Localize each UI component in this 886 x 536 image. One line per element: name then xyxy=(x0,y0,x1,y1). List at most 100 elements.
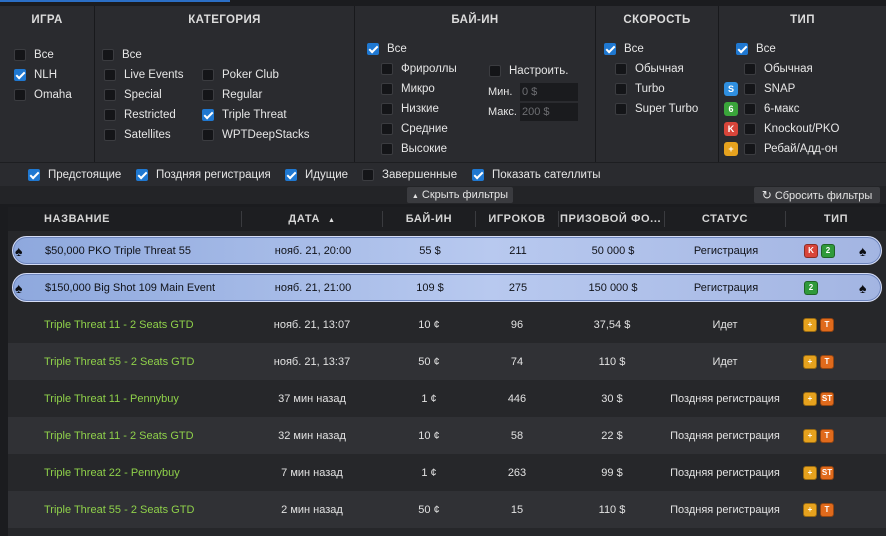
col-header-date[interactable]: ДАТА ▲ xyxy=(242,207,382,231)
checkbox-speed-обычная[interactable]: Обычная xyxy=(615,61,684,77)
checkbox-buyin-средние[interactable]: Средние xyxy=(381,121,448,137)
checked-box-icon[interactable] xyxy=(367,43,379,55)
unchecked-box-icon[interactable] xyxy=(202,129,214,141)
checkbox-buyin-custom[interactable]: Настроить. xyxy=(489,63,568,79)
checkbox-category-special[interactable]: Special xyxy=(104,87,162,103)
checked-box-icon[interactable] xyxy=(14,69,26,81)
table-row[interactable]: Triple Threat 11 - Pennybuy 37 мин назад 1… xyxy=(8,380,886,417)
unchecked-box-icon[interactable] xyxy=(489,65,501,77)
buyin-max-label: Макс. xyxy=(488,106,517,118)
checkbox-category-regular[interactable]: Regular xyxy=(202,87,262,103)
unchecked-box-icon[interactable] xyxy=(381,83,393,95)
checkbox-status-завершенные[interactable]: Завершенные xyxy=(362,167,457,183)
unchecked-box-icon[interactable] xyxy=(744,143,756,155)
checkbox-status-показать-сателлиты[interactable]: Показать сателлиты xyxy=(472,167,601,183)
reset-filters-button[interactable]: ↻ Сбросить фильтры xyxy=(754,187,880,203)
checkbox-label-speed-super-turbo: Super Turbo xyxy=(635,103,699,115)
buyin-max-input[interactable]: 200 $ xyxy=(520,103,578,121)
unchecked-box-icon[interactable] xyxy=(104,109,116,121)
unchecked-box-icon[interactable] xyxy=(14,89,26,101)
unchecked-box-icon[interactable] xyxy=(615,103,627,115)
table-row[interactable]: Triple Threat 55 - 2 Seats GTD нояб. 21, … xyxy=(8,343,886,380)
checkbox-game-все[interactable]: Все xyxy=(14,47,54,63)
hide-filters-button[interactable]: ▲ Скрыть фильтры xyxy=(407,187,513,203)
unchecked-box-icon[interactable] xyxy=(362,169,374,181)
table-row[interactable]: Triple Threat 22 - Pennybuy 7 мин назад 1 … xyxy=(8,454,886,491)
cell-buyin: 10 ¢ xyxy=(418,318,440,331)
checkbox-category-restricted[interactable]: Restricted xyxy=(104,107,176,123)
unchecked-box-icon[interactable] xyxy=(381,123,393,135)
column-divider xyxy=(475,211,476,227)
cell-players: 275 xyxy=(508,281,528,294)
checkbox-type-ребай-адд-он[interactable]: Ребай/Адд-он xyxy=(744,141,837,157)
buyin-min-input[interactable]: 0 $ xyxy=(520,83,578,101)
unchecked-box-icon[interactable] xyxy=(104,129,116,141)
checkbox-category-triple-threat[interactable]: Triple Threat xyxy=(202,107,287,123)
col-header-status[interactable]: СТАТУС xyxy=(701,213,749,225)
unchecked-box-icon[interactable] xyxy=(381,103,393,115)
featured-table-row[interactable]: ♠ ♠ $50,000 PKO Triple Threat 55 нояб. 21, … xyxy=(12,236,882,265)
checkbox-speed-super-turbo[interactable]: Super Turbo xyxy=(615,101,698,117)
checkbox-game-omaha[interactable]: Omaha xyxy=(14,87,72,103)
checkbox-status-идущие[interactable]: Идущие xyxy=(285,167,348,183)
checkbox-speed-все[interactable]: Все xyxy=(604,41,644,57)
checkbox-buyin-высокие[interactable]: Высокие xyxy=(381,141,447,157)
unchecked-box-icon[interactable] xyxy=(744,63,756,75)
col-header-type[interactable]: ТИП xyxy=(823,213,849,225)
buyin-filter-header: БАЙ-ИН xyxy=(451,14,499,26)
rebuy-icon: + xyxy=(803,465,817,480)
checkbox-category-wptdeepstacks[interactable]: WPTDeepStacks xyxy=(202,127,310,143)
unchecked-box-icon[interactable] xyxy=(202,89,214,101)
unchecked-box-icon[interactable] xyxy=(202,69,214,81)
unchecked-box-icon[interactable] xyxy=(744,83,756,95)
checkbox-buyin-низкие[interactable]: Низкие xyxy=(381,101,439,117)
rebuy-icon: + xyxy=(803,391,817,406)
checked-box-icon[interactable] xyxy=(136,169,148,181)
table-row[interactable]: Triple Threat 55 - 2 Seats GTD 2 мин наза… xyxy=(8,491,886,528)
col-header-players[interactable]: ИГРОКОВ xyxy=(488,213,546,225)
checkbox-game-nlh[interactable]: NLH xyxy=(14,67,57,83)
cell-date: нояб. 21, 13:07 xyxy=(273,318,351,331)
unchecked-box-icon[interactable] xyxy=(104,69,116,81)
table-row[interactable]: Triple Threat 11 - 2 Seats GTD 32 мин наз… xyxy=(8,417,886,454)
buyin-min-label: Мин. xyxy=(488,86,513,98)
checkbox-buyin-фрироллы[interactable]: Фрироллы xyxy=(381,61,457,77)
checkbox-status-предстоящие[interactable]: Предстоящие xyxy=(28,167,121,183)
checkbox-type-6-макс[interactable]: 6-макс xyxy=(744,101,799,117)
col-header-name[interactable]: НАЗВАНИЕ xyxy=(44,213,111,225)
checked-box-icon[interactable] xyxy=(202,109,214,121)
unchecked-box-icon[interactable] xyxy=(381,63,393,75)
table-row[interactable]: Triple Threat 11 - 2 Seats GTD нояб. 21, … xyxy=(8,306,886,343)
unchecked-box-icon[interactable] xyxy=(14,49,26,61)
checkbox-status-поздняя-регистрация[interactable]: Поздняя регистрация xyxy=(136,167,271,183)
checkbox-category-live-events[interactable]: Live Events xyxy=(104,67,183,83)
checkbox-category-all[interactable]: Все xyxy=(102,47,142,63)
featured-table-row[interactable]: ♠ ♠ $150,000 Big Shot 109 Main Event нояб. … xyxy=(12,273,882,302)
unchecked-box-icon[interactable] xyxy=(744,123,756,135)
checkbox-category-satellites[interactable]: Satellites xyxy=(104,127,171,143)
unchecked-box-icon[interactable] xyxy=(102,49,114,61)
snap-icon: S xyxy=(724,82,738,96)
checked-box-icon[interactable] xyxy=(285,169,297,181)
checked-box-icon[interactable] xyxy=(28,169,40,181)
unchecked-box-icon[interactable] xyxy=(615,83,627,95)
checkbox-type-snap[interactable]: SNAP xyxy=(744,81,795,97)
unchecked-box-icon[interactable] xyxy=(615,63,627,75)
checkbox-label-buyin-custom: Настроить. xyxy=(509,65,569,77)
checked-box-icon[interactable] xyxy=(472,169,484,181)
checkbox-type-all[interactable]: Все xyxy=(736,41,776,57)
unchecked-box-icon[interactable] xyxy=(744,103,756,115)
cell-players: 446 xyxy=(507,392,527,405)
checkbox-buyin-all[interactable]: Все xyxy=(367,41,407,57)
checked-box-icon[interactable] xyxy=(736,43,748,55)
checkbox-buyin-микро[interactable]: Микро xyxy=(381,81,435,97)
checkbox-type-knockout-pko[interactable]: Knockout/PKO xyxy=(744,121,839,137)
checkbox-speed-turbo[interactable]: Turbo xyxy=(615,81,665,97)
unchecked-box-icon[interactable] xyxy=(381,143,393,155)
checkbox-type-обычная[interactable]: Обычная xyxy=(744,61,813,77)
unchecked-box-icon[interactable] xyxy=(104,89,116,101)
col-header-buyin[interactable]: БАЙ-ИН xyxy=(405,213,453,225)
checked-box-icon[interactable] xyxy=(604,43,616,55)
col-header-prize[interactable]: ПРИЗОВОЙ ФО... xyxy=(560,213,662,225)
checkbox-category-poker-club[interactable]: Poker Club xyxy=(202,67,279,83)
